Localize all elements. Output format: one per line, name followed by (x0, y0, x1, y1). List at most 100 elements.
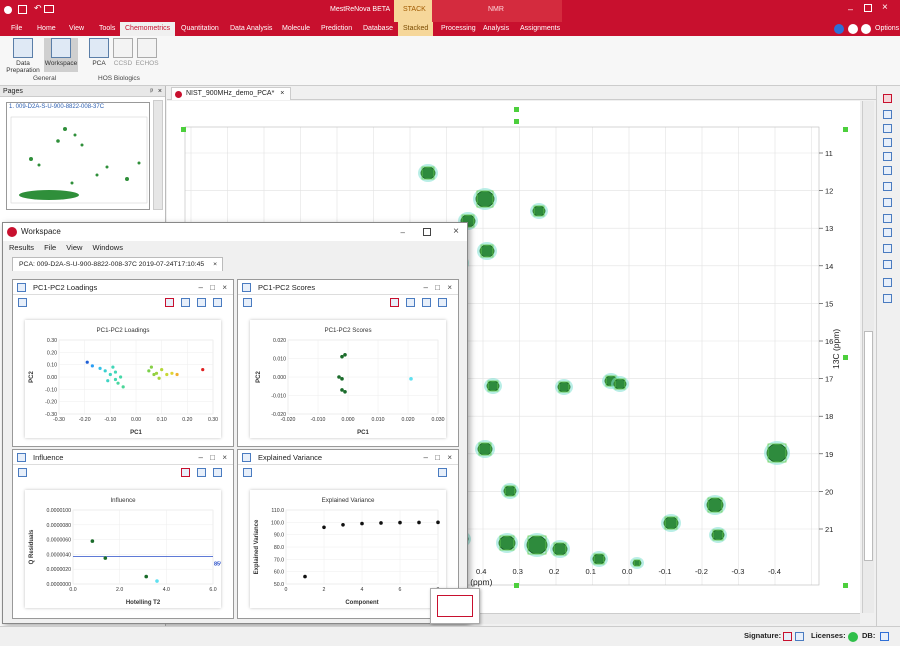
workspace-menu-results[interactable]: Results (9, 243, 35, 252)
workspace-menu-file[interactable]: File (44, 243, 57, 252)
scores-minimize-button[interactable]: – (423, 283, 428, 292)
zoom-in-icon[interactable] (883, 110, 892, 119)
close-button[interactable]: × (882, 2, 888, 13)
pages-close-icon[interactable]: × (157, 88, 162, 95)
maximize-button[interactable] (864, 4, 872, 12)
table-icon[interactable] (243, 468, 252, 477)
loadings-chart[interactable]: PC1-PC2 Loadings 0.30 0.20 0.10 0.00 -0.10 -0.… (25, 320, 221, 438)
menu-analysis[interactable]: Analysis (483, 25, 510, 32)
pan-icon[interactable] (883, 138, 892, 147)
scores-close-button[interactable]: × (447, 283, 452, 292)
variance-chart[interactable]: Explained Variance 110.0 100.0 90.0 80.0 70.0… (250, 490, 446, 608)
loadings-maximize-button[interactable]: □ (210, 283, 215, 292)
integrate-icon[interactable] (883, 166, 892, 175)
menu-chemometrics[interactable]: Chemometrics (120, 22, 176, 36)
help-icon[interactable] (861, 24, 871, 34)
table-icon[interactable] (243, 298, 252, 307)
cursor-icon[interactable] (883, 182, 892, 191)
menu-view[interactable]: View (69, 25, 85, 32)
layout-icon[interactable] (883, 278, 892, 287)
zoom-out-icon[interactable] (883, 124, 892, 133)
signature-icon[interactable] (783, 632, 792, 641)
crosshair-icon[interactable] (197, 298, 206, 307)
scores-chart[interactable]: PC1-PC2 Scores 0.020 0.010 0.000 -0.010 -0.02… (250, 320, 446, 438)
loadings-close-button[interactable]: × (222, 283, 227, 292)
influence-minimize-button[interactable]: – (198, 453, 203, 462)
variance-minimize-button[interactable]: – (423, 453, 428, 462)
document-tab-close-icon[interactable]: × (280, 90, 285, 97)
menu-stacked[interactable]: Stacked (398, 22, 434, 36)
pca-button[interactable]: PCA (84, 38, 114, 72)
menu-options[interactable]: Options (875, 25, 900, 32)
bar-chart-icon[interactable] (883, 214, 892, 223)
pin-icon[interactable]: ᵖ (150, 88, 153, 95)
table-icon[interactable] (18, 468, 27, 477)
workspace-menu-view[interactable]: View (66, 243, 83, 252)
workspace-menu-windows[interactable]: Windows (92, 243, 123, 252)
print-icon[interactable] (44, 5, 54, 13)
color-icon[interactable] (883, 294, 892, 303)
zoom-icon[interactable] (181, 298, 190, 307)
db-status-icon[interactable] (880, 632, 889, 641)
spectrum-vertical-scrollbar[interactable] (862, 101, 874, 613)
select-icon[interactable] (165, 298, 174, 307)
crosshair-icon[interactable] (213, 468, 222, 477)
settings-icon[interactable] (848, 24, 858, 34)
workspace-tab-close-icon[interactable]: × (213, 261, 218, 268)
loadings-minimize-button[interactable]: – (198, 283, 203, 292)
crosshair-icon[interactable] (438, 468, 447, 477)
data-preparation-button[interactable]: Data Preparation (6, 38, 40, 74)
measure-icon[interactable] (883, 260, 892, 269)
influence-maximize-button[interactable]: □ (210, 453, 215, 462)
menu-home[interactable]: Home (37, 25, 56, 32)
table-icon[interactable] (18, 298, 27, 307)
spectrum-horizontal-scrollbar[interactable] (470, 613, 860, 624)
info-icon[interactable] (834, 24, 844, 34)
menu-prediction[interactable]: Prediction (321, 25, 353, 32)
workspace-title-bar[interactable]: Workspace – × (3, 223, 467, 241)
variance-maximize-button[interactable]: □ (435, 453, 440, 462)
licenses-status-icon[interactable] (848, 632, 858, 642)
variance-close-button[interactable]: × (447, 453, 452, 462)
zoom-icon[interactable] (197, 468, 206, 477)
undo-icon[interactable]: ↶ (34, 3, 42, 13)
scores-maximize-button[interactable]: □ (435, 283, 440, 292)
stack-icon[interactable] (883, 228, 892, 237)
select-icon[interactable] (390, 298, 399, 307)
select-tool-icon[interactable] (883, 94, 892, 103)
echos-button[interactable]: ECHOS (132, 38, 162, 72)
page-thumbnail[interactable]: 1. 009-D2A-S-U-900-8822-008-37C (6, 102, 150, 210)
document-icon[interactable] (795, 632, 804, 641)
menu-tools[interactable]: Tools (99, 25, 116, 32)
axes-icon[interactable] (213, 298, 222, 307)
save-icon[interactable] (18, 5, 27, 14)
workspace-minimize-button[interactable]: – (400, 228, 405, 237)
menu-molecule[interactable]: Molecule (282, 25, 311, 32)
minimize-button[interactable]: – (848, 4, 854, 14)
workspace-maximize-button[interactable] (423, 228, 431, 236)
menu-data-analysis[interactable]: Data Analysis (230, 25, 273, 32)
peak-pick-icon[interactable] (883, 152, 892, 161)
axes-icon[interactable] (438, 298, 447, 307)
menu-database[interactable]: Database (363, 25, 393, 32)
select-icon[interactable] (181, 468, 190, 477)
workspace-window[interactable]: Workspace – × Results File View Windows … (2, 222, 468, 624)
multiplet-icon[interactable] (883, 198, 892, 207)
workspace-button[interactable]: Workspace (44, 38, 78, 72)
influence-chart[interactable]: Influence0.00001000.00000800.00000600.00… (25, 490, 221, 608)
workspace-results-tab[interactable]: PCA: 009-D2A-S-U-900-8822-008-37C 2019-0… (12, 257, 224, 271)
menu-quantitation[interactable]: Quantitation (181, 25, 219, 32)
influence-close-button[interactable]: × (222, 453, 227, 462)
menu-file[interactable]: File (11, 25, 23, 32)
document-tab[interactable]: NIST_900MHz_demo_PCA* × (171, 87, 292, 100)
zoom-icon[interactable] (406, 298, 415, 307)
mini-page-preview[interactable] (430, 588, 480, 624)
crosshair-icon[interactable] (883, 244, 892, 253)
crosshair-icon[interactable] (422, 298, 431, 307)
scroll-thumb[interactable] (864, 331, 873, 561)
menu-assignments[interactable]: Assignments (520, 25, 561, 32)
pages-scrollbar[interactable] (153, 100, 163, 210)
spectrum-view[interactable]: 11 12 13 14 15 16 17 18 19 20 21 0.4 0.3 0.2 0.1 0.0 -0… (167, 101, 860, 613)
ccsd-button[interactable]: CCSD (108, 38, 138, 72)
